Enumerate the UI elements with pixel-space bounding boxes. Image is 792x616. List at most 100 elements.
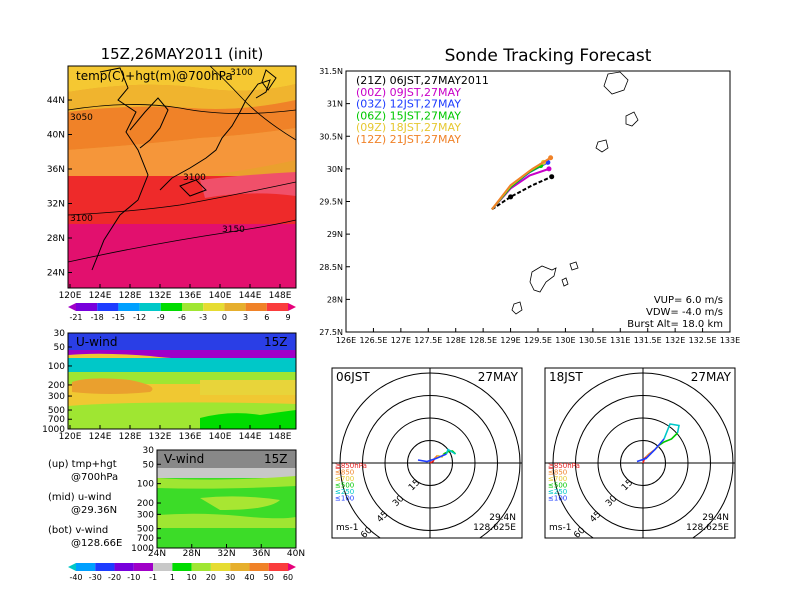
colorbar-label: -30 xyxy=(89,573,102,582)
y-tick-label: 30N xyxy=(327,165,343,174)
colorbar-label: -3 xyxy=(199,313,207,322)
uwind-frame xyxy=(67,332,297,430)
x-tick-label: 133E xyxy=(720,336,740,345)
map-frame xyxy=(67,65,297,289)
hodo-legend-entry: ≤700 xyxy=(335,475,354,483)
hodo2-date: 27MAY xyxy=(691,370,732,384)
pressure-tick-label: 1000 xyxy=(42,425,65,435)
map-lat-tick-label: 36N xyxy=(47,165,65,175)
hodo-trace xyxy=(417,453,447,463)
track-endpoint xyxy=(546,166,552,172)
hodo1-legend: ≧850hPa≤850≤700≤500≤250≤100 xyxy=(335,462,367,503)
colorbar-swatch xyxy=(95,563,115,571)
map-lat-tick-label: 32N xyxy=(47,200,65,210)
lon-tick-label: 132E xyxy=(149,432,172,442)
hodo1-traces xyxy=(417,448,457,464)
colorbar-swatch xyxy=(118,303,140,311)
colorbar-label: -15 xyxy=(112,313,125,322)
colorbar-swatch xyxy=(249,563,269,571)
legend-entry: (03Z) 12JST,27MAY xyxy=(356,98,461,111)
vwind-time: 15Z xyxy=(264,452,288,466)
note-line: @700hPa xyxy=(71,472,118,483)
uwind-lon-axis: 120E 124E 128E 132E 136E 140E 144E 148E xyxy=(59,425,292,442)
contour-label: 3150 xyxy=(222,225,245,235)
x-tick-label: 126E xyxy=(336,336,356,345)
colorbar-label: -12 xyxy=(133,313,146,322)
temperature-colorbar: -21 -18 -15 -12 -9 -6 -3 0 3 6 9 xyxy=(68,303,296,322)
colorbar-label: 30 xyxy=(225,573,235,582)
note-line: (up) tmp+hgt xyxy=(48,459,117,470)
pressure-tick-label: 100 xyxy=(137,480,154,490)
pressure-tick-label: 200 xyxy=(137,499,154,509)
hodo2-traces xyxy=(636,423,680,464)
pressure-tick-label: 100 xyxy=(48,362,65,372)
lon-tick-label: 128E xyxy=(119,291,142,301)
x-tick-label: 132.5E xyxy=(689,336,717,345)
x-tick-label: 132E xyxy=(665,336,685,345)
colorbar-label: 10 xyxy=(187,573,197,582)
colorbar-swatch xyxy=(133,563,154,571)
colorbar-swatch xyxy=(182,303,204,311)
vwind-lat-tick-label: 40N xyxy=(287,549,305,559)
hodo2-time: 18JST xyxy=(549,370,583,384)
y-tick-label: 28.5N xyxy=(319,263,343,272)
uwind-panel xyxy=(68,333,296,429)
lon-tick-label: 136E xyxy=(179,432,202,442)
y-tick-label: 28N xyxy=(327,295,343,304)
y-tick-label: 27.5N xyxy=(319,328,343,337)
pressure-tick-label: 200 xyxy=(48,381,65,391)
hodo-trace xyxy=(445,448,456,455)
hodo-legend-entry: ≤500 xyxy=(548,482,567,490)
colorbar-swatch xyxy=(266,303,288,311)
map-lat-axis: 44N 40N 36N 32N 28N 24N xyxy=(47,96,72,279)
wind-colorbar: -40 -30 -20 -10 -1 1 10 20 30 40 50 60 xyxy=(68,563,296,582)
colorbar-label: 50 xyxy=(264,573,274,582)
x-tick-label: 130.5E xyxy=(579,336,607,345)
hodo2-lon: 128.625E xyxy=(686,523,729,533)
colorbar-swatch xyxy=(114,563,134,571)
colorbar-label: -18 xyxy=(91,313,104,322)
colorbar-swatch xyxy=(139,303,161,311)
hodo-legend-entry: ≤500 xyxy=(335,482,354,490)
contour-label: 3100 xyxy=(183,173,206,183)
hodo2-legend: ≧850hPa≤850≤700≤500≤250≤100 xyxy=(548,462,580,503)
colorbar-swatch xyxy=(172,563,192,571)
pressure-tick-label: 300 xyxy=(48,392,65,402)
x-tick-label: 126.5E xyxy=(359,336,387,345)
colorbar-swatch xyxy=(268,563,288,571)
track-legend: (21Z) 06JST,27MAY2011(00Z) 09JST,27MAY(0… xyxy=(356,74,489,146)
y-tick-label: 29.5N xyxy=(319,198,343,207)
colorbar-label: 6 xyxy=(264,313,269,322)
y-tick-label: 31.5N xyxy=(319,67,343,76)
track-line xyxy=(491,175,553,211)
y-tick-label: 29N xyxy=(327,230,343,239)
x-tick-label: 128.5E xyxy=(469,336,497,345)
vwind-panel xyxy=(157,450,296,548)
lon-tick-label: 148E xyxy=(269,291,292,301)
lon-tick-label: 120E xyxy=(59,432,82,442)
uwind-time: 15Z xyxy=(264,335,288,349)
colorbar-label: 9 xyxy=(285,313,290,322)
colorbar-swatch xyxy=(153,563,173,571)
vwind-label: V-wind xyxy=(164,452,204,466)
pressure-tick-label: 300 xyxy=(137,510,154,520)
colorbar-swatch xyxy=(288,563,296,571)
vwind-lat-tick-label: 28N xyxy=(183,549,201,559)
hodo-legend-entry: ≤100 xyxy=(548,495,567,503)
colorbar-label: 40 xyxy=(244,573,254,582)
pressure-tick-label: 50 xyxy=(54,343,66,353)
panel-notes: (up) tmp+hgt @700hPa (mid) u-wind @29.36… xyxy=(48,459,122,549)
pressure-tick-label: 50 xyxy=(143,460,155,470)
hodo1-unit: ms-1 xyxy=(336,523,358,533)
colorbar-label: 60 xyxy=(283,573,293,582)
track-endpoint xyxy=(548,155,554,161)
pressure-tick-label: 700 xyxy=(48,415,65,425)
track-line xyxy=(491,156,552,210)
note-line: @29.36N xyxy=(71,505,117,516)
legend-entry: (06Z) 15JST,27MAY xyxy=(356,109,461,122)
colorbar-swatch xyxy=(210,563,231,571)
